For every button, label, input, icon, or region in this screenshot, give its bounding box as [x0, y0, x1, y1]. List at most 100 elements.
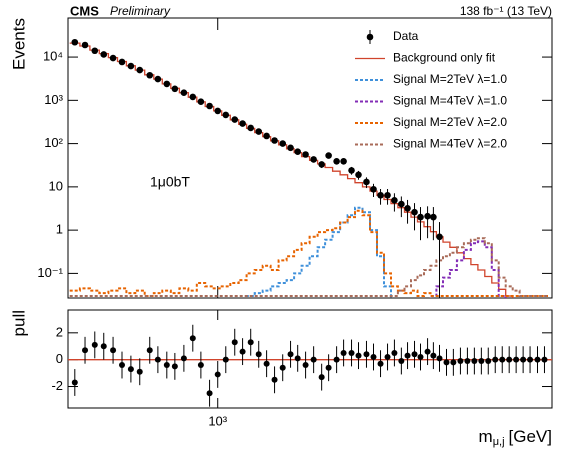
pull-point: [471, 358, 478, 365]
legend-marker: [366, 33, 374, 41]
data-point: [310, 156, 317, 163]
y-tick-label: 10²: [44, 135, 63, 150]
pull-point: [310, 356, 317, 363]
top-frame: [67, 17, 553, 299]
data-point: [222, 111, 230, 119]
x-tick-label: 10³: [208, 413, 227, 428]
pull-tick-label: 0: [56, 351, 63, 366]
pull-point: [527, 356, 534, 363]
pull-point: [318, 374, 325, 381]
data-point: [302, 151, 309, 158]
pull-point: [325, 364, 332, 371]
data-point: [71, 38, 79, 46]
pull-point: [485, 358, 492, 365]
legend-label: Background only fit: [393, 51, 496, 65]
series-line: [429, 240, 507, 298]
data-point: [81, 41, 89, 49]
pull-point: [294, 355, 301, 362]
x-axis-label: mμ,j [GeV]: [479, 427, 552, 447]
data-point: [146, 71, 154, 79]
pull-point: [398, 358, 405, 365]
data-point: [370, 185, 377, 193]
pull-point: [271, 376, 278, 383]
data-point: [391, 196, 398, 204]
legend-label: Signal M=4TeV λ=1.0: [393, 94, 507, 108]
pull-point: [340, 349, 347, 356]
pull-point: [430, 352, 437, 359]
plot-area: [69, 38, 548, 298]
y-tick-label: 1: [56, 222, 63, 237]
pull-point: [146, 347, 153, 354]
pull-point: [363, 351, 370, 358]
legend-label: Signal M=4TeV λ=2.0: [393, 137, 507, 151]
status: Preliminary: [110, 4, 171, 18]
data-point: [398, 200, 405, 208]
pull-point: [541, 356, 548, 363]
pull-point: [71, 379, 78, 386]
series-line: [245, 206, 392, 298]
pull-point: [82, 347, 89, 354]
data-point: [171, 85, 179, 93]
data-point: [118, 58, 126, 66]
pull-point: [450, 359, 457, 366]
data-point: [294, 148, 301, 155]
data-point: [136, 66, 144, 74]
data-point: [355, 171, 362, 179]
data-point: [214, 107, 222, 115]
data-point: [287, 144, 294, 152]
pull-point: [384, 353, 391, 360]
pull-point: [424, 348, 431, 355]
data-point: [239, 120, 246, 127]
pull-point: [355, 352, 362, 359]
data-point: [411, 208, 418, 216]
data-point: [340, 157, 347, 165]
pull-point: [279, 364, 286, 371]
pull-point: [100, 343, 107, 350]
pull-point: [163, 362, 170, 369]
pull-point: [348, 349, 355, 356]
data-point: [180, 89, 188, 97]
data-point: [333, 157, 340, 165]
data-point: [263, 132, 270, 140]
data-point: [318, 161, 325, 168]
pull-point: [377, 360, 384, 367]
y-tick-label: 10³: [44, 92, 63, 107]
data-point: [430, 213, 437, 221]
data-point: [91, 47, 99, 55]
luminosity: 138 fb⁻¹ (13 TeV): [460, 4, 552, 18]
pull-point: [189, 335, 196, 342]
pull-point: [464, 358, 471, 365]
data-point: [189, 93, 197, 101]
pull-point: [513, 356, 520, 363]
y-tick-label: 10⁴: [43, 49, 63, 64]
pull-point: [417, 353, 424, 360]
data-point: [417, 213, 424, 221]
data-point: [100, 51, 108, 58]
pull-point: [287, 351, 294, 358]
pull-point: [231, 339, 238, 346]
legend-label: Signal M=2TeV λ=2.0: [393, 115, 507, 129]
pull-point: [91, 341, 98, 348]
pull-point: [370, 353, 377, 360]
pull-area: [68, 324, 552, 407]
pull-point: [478, 358, 485, 365]
pull-tick-label: -2: [51, 378, 63, 393]
pull-point: [391, 349, 398, 356]
pull-point: [154, 356, 161, 363]
data-point: [384, 191, 391, 199]
pull-point: [214, 371, 221, 378]
data-point: [154, 75, 162, 83]
data-point: [436, 233, 443, 241]
pull-point: [118, 362, 125, 369]
y-tick-label: 10⁻¹: [37, 265, 63, 280]
pull-point: [404, 352, 411, 359]
pull-point: [127, 366, 134, 373]
pull-point: [263, 360, 270, 367]
pull-point: [411, 351, 418, 358]
legend-label: Signal M=2TeV λ=1.0: [393, 72, 507, 86]
pull-point: [222, 356, 229, 363]
pull-point: [180, 355, 187, 362]
pull-point: [492, 356, 499, 363]
pull-tick-label: 2: [56, 324, 63, 339]
data-point: [348, 167, 355, 174]
